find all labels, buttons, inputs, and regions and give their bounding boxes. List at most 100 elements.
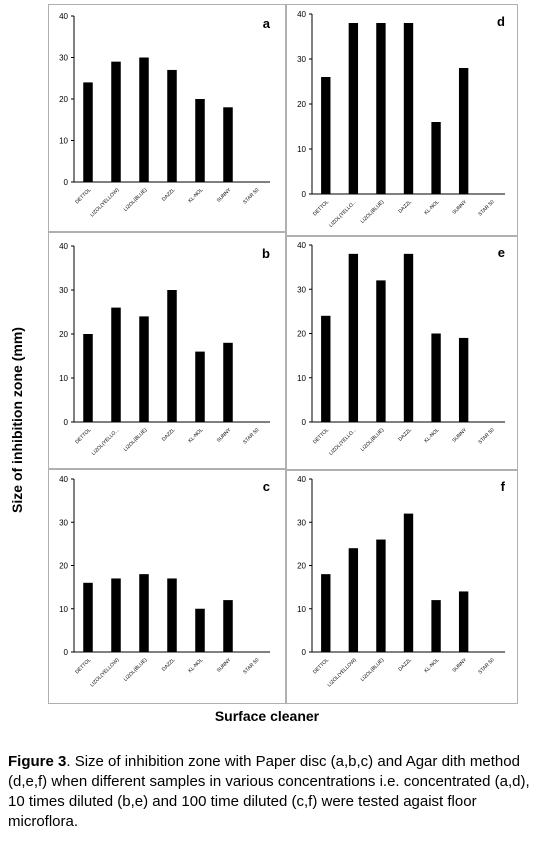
y-tick-label: 30 xyxy=(297,55,306,64)
x-axis-title: Surface cleaner xyxy=(214,708,320,724)
caption-text: . Size of inhibition zone with Paper dis… xyxy=(8,753,530,830)
bar xyxy=(376,23,386,194)
bar xyxy=(111,307,121,422)
y-tick-label: 40 xyxy=(297,475,306,484)
bar xyxy=(139,574,149,652)
y-tick-label: 40 xyxy=(59,242,68,251)
bar xyxy=(167,290,177,422)
x-tick-label: KL-NOL xyxy=(423,199,440,216)
x-tick-label: LIZOL(YELLO... xyxy=(328,199,358,229)
x-tick-label: DAZZL xyxy=(161,657,177,673)
bar xyxy=(431,600,441,652)
y-tick-label: 40 xyxy=(59,475,68,484)
bar xyxy=(431,333,441,422)
figure-caption: Figure 3. Size of inhibition zone with P… xyxy=(8,752,530,832)
bar xyxy=(195,99,205,182)
bar xyxy=(223,600,233,652)
panel-label: c xyxy=(263,479,270,494)
x-tick-label: LIZOL(BLUE) xyxy=(123,427,149,453)
y-tick-label: 40 xyxy=(59,12,68,21)
bar xyxy=(139,57,149,182)
bar xyxy=(111,61,121,182)
bar xyxy=(195,351,205,422)
x-tick-label: LIZOL(YELLO... xyxy=(328,427,358,457)
bar xyxy=(321,315,331,422)
y-tick-label: 10 xyxy=(59,374,68,383)
x-tick-label: STAR 50 xyxy=(477,199,495,217)
x-tick-label: KL-NOL xyxy=(187,427,204,444)
y-tick-label: 10 xyxy=(297,605,306,614)
y-tick-label: 20 xyxy=(59,330,68,339)
y-tick-label: 20 xyxy=(297,562,306,571)
x-tick-label: SUNNY xyxy=(216,427,233,444)
bar xyxy=(195,608,205,652)
x-tick-label: DETTOL xyxy=(312,199,330,217)
y-tick-label: 30 xyxy=(59,286,68,295)
x-tick-label: DAZZL xyxy=(397,427,413,443)
bar xyxy=(376,539,386,652)
panel-frame xyxy=(286,236,518,470)
x-tick-label: SUNNY xyxy=(216,187,233,204)
x-tick-label: STAR 50 xyxy=(477,427,495,445)
x-tick-label: STAR 50 xyxy=(242,427,260,445)
y-tick-label: 20 xyxy=(59,95,68,104)
bar xyxy=(83,82,93,182)
y-tick-label: 20 xyxy=(297,330,306,339)
bar xyxy=(321,574,331,652)
bar xyxy=(139,316,149,422)
panel-label: d xyxy=(497,14,505,29)
y-tick-label: 0 xyxy=(302,190,307,199)
panel-frame xyxy=(48,4,286,232)
y-tick-label: 10 xyxy=(297,145,306,154)
x-tick-label: KL-NOL xyxy=(187,657,204,674)
y-tick-label: 30 xyxy=(59,54,68,63)
bar xyxy=(83,334,93,422)
y-tick-label: 0 xyxy=(302,648,307,657)
x-tick-label: DAZZL xyxy=(161,427,177,443)
x-tick-label: LIZOL(YELLOW) xyxy=(89,657,120,688)
bar xyxy=(403,253,414,422)
bar xyxy=(348,253,359,422)
y-tick-label: 0 xyxy=(64,178,69,187)
y-tick-label: 0 xyxy=(302,418,307,427)
x-tick-label: KL-NOL xyxy=(187,187,204,204)
panel-label: e xyxy=(498,245,505,260)
x-tick-label: KL-NOL xyxy=(423,657,440,674)
bar xyxy=(223,107,233,182)
panel-label: a xyxy=(263,16,271,31)
bar xyxy=(223,342,233,422)
panel-label: f xyxy=(501,479,506,494)
x-tick-label: SUNNY xyxy=(451,427,468,444)
bar xyxy=(376,280,386,422)
y-tick-label: 10 xyxy=(59,137,68,146)
panel-frame xyxy=(48,232,286,469)
bar xyxy=(431,122,441,194)
y-tick-label: 30 xyxy=(297,285,306,294)
x-tick-label: DETTOL xyxy=(312,657,330,675)
x-tick-label: LIZOL(BLUE) xyxy=(360,427,386,453)
x-tick-label: DETTOL xyxy=(74,187,92,205)
y-tick-label: 40 xyxy=(297,10,306,19)
panel-frame xyxy=(286,470,518,704)
panel-frame xyxy=(48,469,286,704)
x-tick-label: SUNNY xyxy=(451,199,468,216)
x-tick-label: KL-NOL xyxy=(423,427,440,444)
x-tick-label: LIZOL(BLUE) xyxy=(123,657,149,683)
bar xyxy=(348,548,359,652)
x-tick-label: DETTOL xyxy=(74,657,92,675)
x-tick-label: LIZOL(YELLO... xyxy=(91,427,121,457)
bar xyxy=(83,582,93,652)
bar xyxy=(167,69,177,182)
x-tick-label: LIZOL(BLUE) xyxy=(360,657,386,683)
x-tick-label: LIZOL(YELLOW) xyxy=(327,657,358,688)
bar xyxy=(111,578,121,652)
x-tick-label: LIZOL(BLUE) xyxy=(123,187,149,213)
x-tick-label: DAZZL xyxy=(397,657,413,673)
x-tick-label: SUNNY xyxy=(451,657,468,674)
bar xyxy=(458,68,469,194)
